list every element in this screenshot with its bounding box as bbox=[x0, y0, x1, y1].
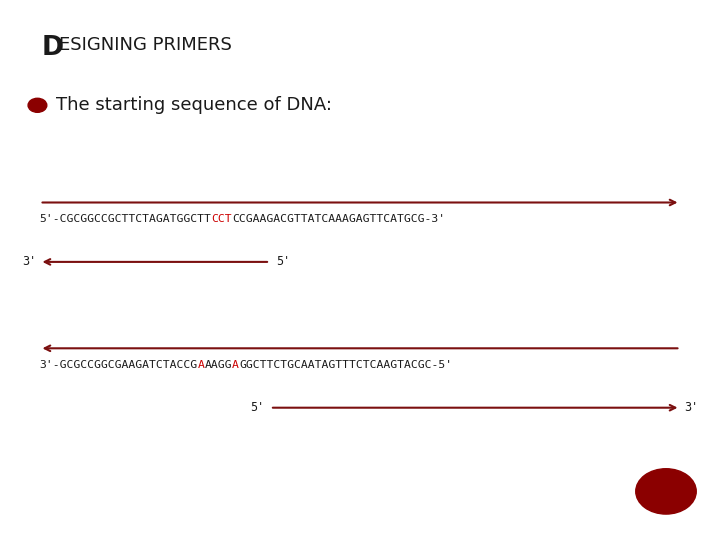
Text: A: A bbox=[198, 360, 204, 369]
Text: ESIGNING PRIMERS: ESIGNING PRIMERS bbox=[59, 36, 232, 54]
Text: D: D bbox=[42, 35, 63, 61]
Text: 3': 3' bbox=[684, 401, 698, 414]
Text: 5'-CGCGGCCGCTTCTAGATGGCTT: 5'-CGCGGCCGCTTCTAGATGGCTT bbox=[40, 214, 212, 224]
Text: 3': 3' bbox=[22, 255, 37, 268]
Text: AAGG: AAGG bbox=[204, 360, 232, 369]
Text: A: A bbox=[232, 360, 239, 369]
Text: CCT: CCT bbox=[212, 214, 232, 224]
Text: 5': 5' bbox=[276, 255, 290, 268]
Text: 5': 5' bbox=[250, 401, 264, 414]
Circle shape bbox=[28, 98, 47, 112]
Circle shape bbox=[636, 469, 696, 514]
Text: CCGAAGACGTTATCAAAGAGTTCATGCG-3': CCGAAGACGTTATCAAAGAGTTCATGCG-3' bbox=[232, 214, 445, 224]
Text: 3'-GCGCCGGCGAAGATCTACCG: 3'-GCGCCGGCGAAGATCTACCG bbox=[40, 360, 198, 369]
Text: The starting sequence of DNA:: The starting sequence of DNA: bbox=[56, 96, 332, 114]
Text: GGCTTCTGCAATAGTTTCTCAAGTACGC-5': GGCTTCTGCAATAGTTTCTCAAGTACGC-5' bbox=[239, 360, 452, 369]
